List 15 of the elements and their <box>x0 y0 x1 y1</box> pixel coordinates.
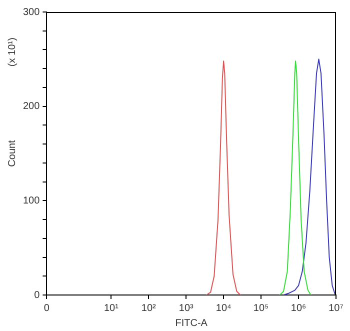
y-tick-label: 0 <box>34 290 40 301</box>
y-tick-label: 200 <box>22 101 40 112</box>
x-tick-label: 10³ <box>178 302 194 314</box>
x-axis-title: FITC-A <box>175 318 208 329</box>
x-tick-label: 0 <box>44 302 50 314</box>
x-tick-label: 10⁴ <box>216 302 232 314</box>
text: (x 10¹) <box>6 38 18 66</box>
y-tick-label: 300 <box>22 6 40 18</box>
y-tick-label: 100 <box>22 195 40 206</box>
y-axis-title: Count <box>6 140 18 167</box>
x-tick-label: 10¹ <box>104 302 120 314</box>
x-tick-label: 10² <box>141 302 157 314</box>
x-tick-label: 10⁵ <box>253 302 269 314</box>
x-tick-label: 10⁶ <box>290 302 306 314</box>
x-tick-label: 10⁷ <box>328 302 344 314</box>
